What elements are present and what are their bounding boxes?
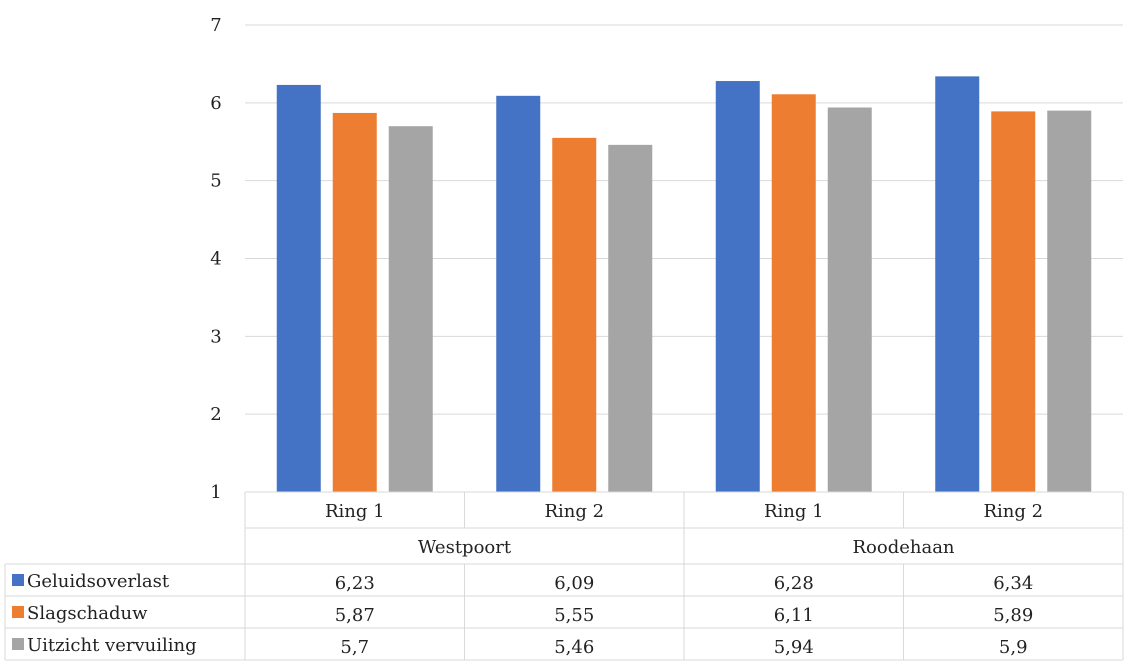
bar bbox=[552, 137, 597, 492]
data-table-value: 6,34 bbox=[993, 573, 1033, 594]
y-tick-label: 6 bbox=[210, 93, 221, 114]
data-table-value: 6,11 bbox=[774, 605, 814, 626]
legend-swatch bbox=[12, 574, 24, 586]
data-table-value: 5,46 bbox=[554, 637, 594, 658]
x-category-label: Ring 1 bbox=[764, 501, 824, 522]
y-tick-label: 2 bbox=[210, 404, 221, 425]
legend-swatch bbox=[12, 638, 24, 650]
bar bbox=[496, 95, 541, 492]
bar bbox=[715, 81, 760, 492]
bar bbox=[991, 111, 1036, 493]
y-tick-label: 7 bbox=[210, 15, 221, 36]
x-group-label: Westpoort bbox=[418, 537, 512, 558]
data-table-value: 6,23 bbox=[335, 573, 375, 594]
bar bbox=[332, 112, 377, 493]
x-category-label: Ring 2 bbox=[544, 501, 604, 522]
bar bbox=[827, 107, 872, 493]
bar bbox=[771, 94, 816, 492]
bar bbox=[608, 144, 653, 492]
legend-series-name: Geluidsoverlast bbox=[27, 571, 170, 592]
bar bbox=[388, 126, 433, 492]
y-tick-label: 4 bbox=[210, 249, 221, 270]
data-table-value: 5,55 bbox=[554, 605, 594, 626]
bar bbox=[935, 76, 980, 493]
y-tick-label: 1 bbox=[210, 482, 221, 503]
data-table-value: 6,09 bbox=[554, 573, 594, 594]
legend-series-name: Uitzicht vervuiling bbox=[27, 635, 197, 656]
y-tick-label: 3 bbox=[210, 326, 221, 347]
data-table-value: 5,7 bbox=[340, 637, 369, 658]
data-table-value: 5,9 bbox=[999, 637, 1028, 658]
x-category-label: Ring 1 bbox=[325, 501, 385, 522]
legend-swatch bbox=[12, 606, 24, 618]
y-tick-label: 5 bbox=[210, 171, 221, 192]
data-table-value: 5,87 bbox=[335, 605, 375, 626]
bar bbox=[276, 84, 321, 492]
x-group-label: Roodehaan bbox=[852, 537, 954, 558]
legend-series-name: Slagschaduw bbox=[27, 603, 148, 624]
data-table-value: 5,94 bbox=[774, 637, 814, 658]
bar bbox=[1047, 110, 1092, 492]
x-category-label: Ring 2 bbox=[983, 501, 1043, 522]
data-table-value: 6,28 bbox=[774, 573, 814, 594]
data-table-value: 5,89 bbox=[993, 605, 1033, 626]
